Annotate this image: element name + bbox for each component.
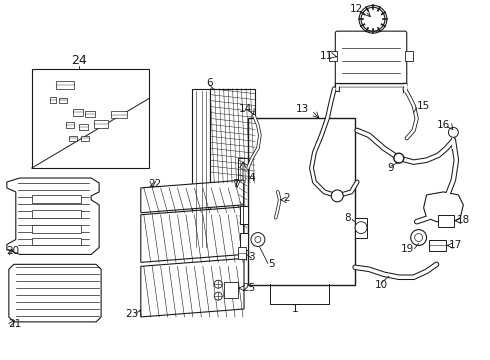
Text: 10: 10 xyxy=(374,280,388,290)
Text: 12: 12 xyxy=(350,4,363,14)
Bar xyxy=(81,136,89,141)
Circle shape xyxy=(361,7,385,31)
Text: 5: 5 xyxy=(268,259,274,269)
Circle shape xyxy=(214,292,222,300)
Polygon shape xyxy=(424,192,464,222)
Circle shape xyxy=(331,190,343,202)
Text: 22: 22 xyxy=(149,179,162,189)
Circle shape xyxy=(415,234,422,242)
Text: 11: 11 xyxy=(320,51,333,61)
Bar xyxy=(240,206,248,224)
Text: 6: 6 xyxy=(206,78,213,88)
Text: 4: 4 xyxy=(248,173,255,183)
Bar xyxy=(224,282,238,298)
Text: 20: 20 xyxy=(6,247,19,256)
Circle shape xyxy=(448,127,458,137)
Bar xyxy=(49,96,56,103)
Bar xyxy=(111,111,127,118)
Text: 2: 2 xyxy=(284,193,290,203)
Polygon shape xyxy=(7,178,99,255)
Text: 14: 14 xyxy=(239,104,252,113)
Bar xyxy=(210,89,255,183)
Bar xyxy=(85,111,95,117)
Bar xyxy=(70,136,77,141)
Circle shape xyxy=(255,237,261,243)
Text: 13: 13 xyxy=(296,104,310,113)
Text: 7: 7 xyxy=(232,179,239,189)
Polygon shape xyxy=(141,180,244,213)
Bar xyxy=(32,225,81,233)
Text: 15: 15 xyxy=(416,100,430,111)
Circle shape xyxy=(411,230,427,246)
Circle shape xyxy=(355,222,367,234)
Text: 17: 17 xyxy=(448,240,462,251)
Bar xyxy=(355,218,367,238)
Text: 25: 25 xyxy=(242,283,255,293)
Text: 9: 9 xyxy=(388,163,394,173)
Bar xyxy=(429,239,446,251)
Circle shape xyxy=(251,233,265,247)
Circle shape xyxy=(394,153,404,163)
Bar xyxy=(193,89,210,249)
Text: 3: 3 xyxy=(248,252,255,262)
Bar xyxy=(74,109,83,116)
Bar xyxy=(56,81,74,89)
Text: 16: 16 xyxy=(437,121,450,130)
Text: 23: 23 xyxy=(125,309,139,319)
Text: 8: 8 xyxy=(344,213,351,223)
Circle shape xyxy=(214,280,222,288)
Bar xyxy=(405,51,413,61)
Bar xyxy=(32,69,149,168)
Bar xyxy=(238,158,248,233)
Text: 19: 19 xyxy=(400,244,414,255)
Bar xyxy=(66,122,74,129)
Bar xyxy=(79,125,88,130)
Bar xyxy=(439,215,454,227)
Bar xyxy=(32,238,81,246)
Bar xyxy=(59,98,68,103)
Polygon shape xyxy=(9,264,101,322)
Bar xyxy=(32,195,81,203)
Polygon shape xyxy=(141,258,244,317)
Bar xyxy=(329,51,337,61)
Text: 24: 24 xyxy=(72,54,87,67)
Polygon shape xyxy=(141,207,244,262)
Bar xyxy=(238,247,246,260)
Text: 21: 21 xyxy=(8,319,21,329)
Text: 18: 18 xyxy=(456,215,469,225)
Bar xyxy=(248,118,355,285)
FancyBboxPatch shape xyxy=(335,31,407,87)
Bar xyxy=(240,233,248,251)
Bar xyxy=(32,210,81,218)
Bar xyxy=(94,121,108,129)
Text: 1: 1 xyxy=(293,304,299,314)
